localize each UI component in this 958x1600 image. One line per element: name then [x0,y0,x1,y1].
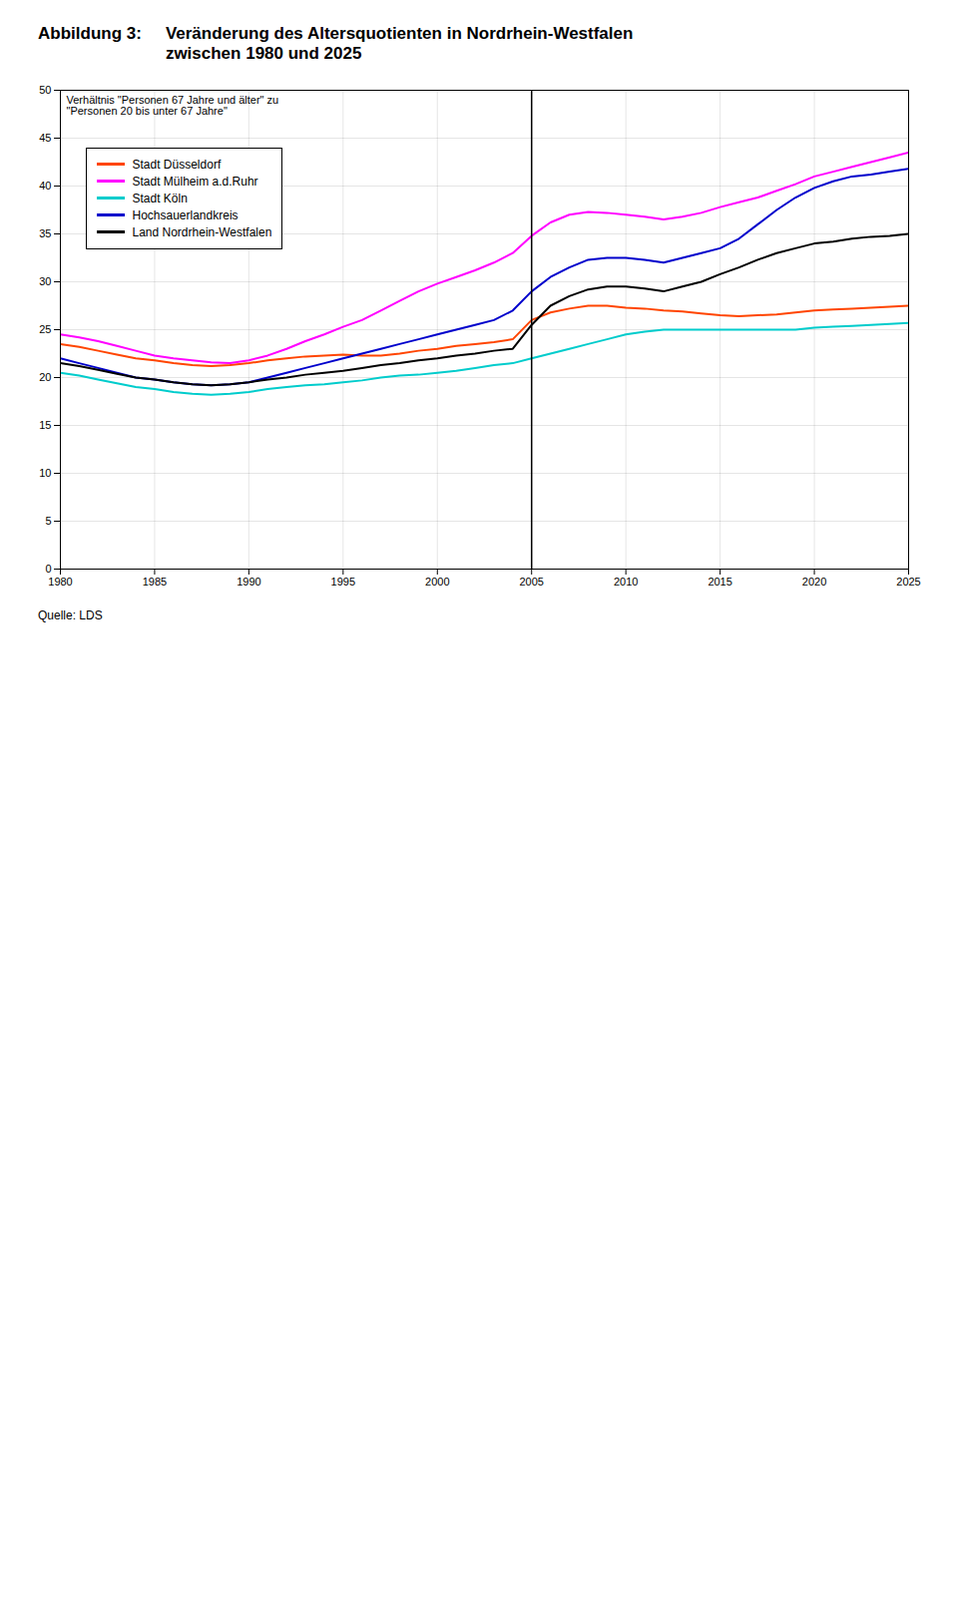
svg-text:2005: 2005 [518,575,543,588]
html-text:Stadt Mülheim a.d.Ruhr: Stadt Mülheim a.d.Ruhr [132,174,259,189]
svg-text:45: 45 [38,131,51,144]
html-text:Stadt Düsseldorf: Stadt Düsseldorf [132,157,221,172]
svg-text:2020: 2020 [802,575,827,588]
html-text:Hochsauerlandkreis: Hochsauerlandkreis [132,208,239,223]
html-text:Land Nordrhein-Westfalen: Land Nordrhein-Westfalen [132,225,272,240]
svg-text:20: 20 [38,371,51,384]
svg-text:Verhältnis "Personen 67 Jahre: Verhältnis "Personen 67 Jahre und älter"… [66,93,280,117]
svg-text:10: 10 [38,467,51,479]
html-text:Stadt Köln: Stadt Köln [132,191,188,206]
svg-text:2000: 2000 [425,575,450,588]
svg-text:50: 50 [38,83,51,96]
svg-text:5: 5 [44,514,51,527]
svg-text:1985: 1985 [142,575,167,588]
svg-text:2025: 2025 [896,575,921,588]
svg-text:25: 25 [38,323,51,336]
svg-text:35: 35 [38,227,51,240]
svg-text:2015: 2015 [707,575,732,588]
svg-text:2010: 2010 [613,575,638,588]
html-text:Quelle: LDS: Quelle: LDS [37,608,103,623]
html-text:Veränderung des Altersquotient: Veränderung des Altersquotienten in Nord… [165,23,634,63]
svg-text:40: 40 [38,179,51,192]
svg-text:1980: 1980 [47,575,72,588]
svg-text:0: 0 [44,562,51,575]
html-text:Abbildung 3:: Abbildung 3: [37,23,142,43]
svg-text:1990: 1990 [236,575,261,588]
svg-text:1995: 1995 [331,575,356,588]
svg-text:15: 15 [38,419,51,432]
svg-text:30: 30 [38,275,51,288]
